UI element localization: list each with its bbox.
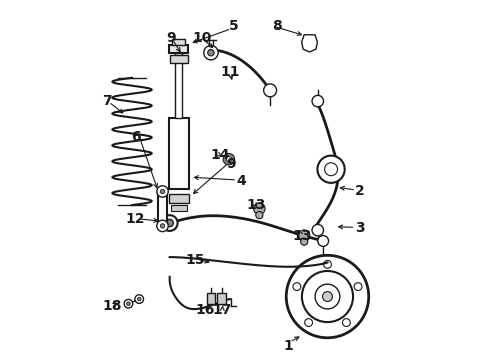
Circle shape (293, 283, 301, 291)
Bar (207, 293, 215, 304)
Text: 16: 16 (196, 303, 215, 317)
Bar (172, 39, 185, 45)
Text: 4: 4 (237, 174, 246, 188)
Circle shape (160, 189, 165, 194)
Circle shape (354, 283, 362, 291)
Circle shape (324, 163, 338, 176)
Text: 5: 5 (229, 19, 239, 33)
Circle shape (126, 302, 130, 306)
Circle shape (323, 261, 331, 268)
Circle shape (204, 45, 218, 60)
Text: 11: 11 (221, 66, 241, 80)
Circle shape (135, 295, 144, 303)
Circle shape (318, 156, 344, 183)
Bar (170, 55, 188, 63)
Circle shape (312, 95, 323, 107)
Text: 3: 3 (355, 221, 365, 235)
Circle shape (166, 220, 173, 226)
Text: 7: 7 (102, 94, 112, 108)
Circle shape (298, 230, 310, 241)
Circle shape (137, 297, 141, 301)
Text: 14: 14 (210, 148, 230, 162)
Circle shape (264, 84, 276, 97)
Text: 13: 13 (293, 229, 312, 243)
Circle shape (124, 300, 133, 308)
Polygon shape (302, 35, 318, 52)
Text: 10: 10 (192, 31, 212, 45)
Circle shape (157, 220, 168, 231)
Text: 15: 15 (185, 253, 204, 267)
Text: 12: 12 (126, 212, 146, 226)
Circle shape (300, 238, 308, 245)
Circle shape (318, 235, 329, 246)
Bar (169, 194, 189, 203)
Circle shape (286, 255, 368, 338)
Circle shape (315, 284, 340, 309)
Circle shape (160, 224, 165, 228)
Circle shape (302, 271, 353, 322)
Text: 17: 17 (212, 303, 231, 317)
Text: 8: 8 (272, 19, 282, 33)
Text: 6: 6 (131, 130, 141, 144)
Circle shape (305, 319, 313, 327)
Circle shape (223, 153, 235, 165)
Circle shape (343, 319, 350, 327)
Text: 18: 18 (102, 299, 122, 313)
Bar (169, 118, 189, 189)
Bar (158, 194, 167, 224)
Circle shape (254, 203, 265, 215)
Bar (170, 45, 188, 53)
Bar (171, 205, 187, 211)
Circle shape (157, 186, 168, 197)
Circle shape (256, 212, 263, 219)
Circle shape (208, 49, 214, 56)
Text: 2: 2 (355, 184, 365, 198)
Bar (175, 53, 182, 118)
Text: 1: 1 (283, 339, 293, 353)
Text: 9: 9 (167, 31, 176, 45)
Text: 13: 13 (246, 198, 266, 212)
Circle shape (322, 292, 332, 301)
Bar (218, 293, 226, 304)
Circle shape (312, 225, 323, 236)
Text: 9: 9 (226, 157, 236, 171)
Circle shape (162, 215, 177, 231)
Circle shape (226, 157, 231, 162)
